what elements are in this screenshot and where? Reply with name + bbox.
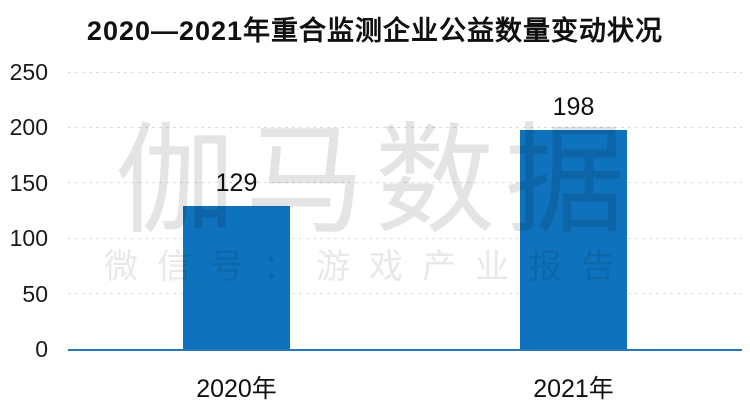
y-axis-tick-label: 200	[9, 114, 48, 141]
bar-2020年	[183, 206, 290, 349]
y-gridline	[68, 182, 742, 184]
y-axis-tick-label: 100	[9, 225, 48, 252]
y-axis-tick-label: 150	[9, 169, 48, 196]
y-axis-tick-label: 50	[22, 280, 48, 307]
y-gridline	[68, 237, 742, 239]
x-axis-category-label: 2020年	[196, 375, 277, 403]
chart-title: 2020—2021年重合监测企业公益数量变动状况	[86, 16, 664, 46]
x-axis-category-label: 2021年	[533, 375, 614, 403]
y-gridline	[68, 293, 742, 295]
bar-2021年	[520, 129, 627, 349]
bar-value-label: 198	[552, 92, 595, 121]
bar-value-label: 129	[215, 169, 258, 198]
y-gridline	[68, 71, 742, 73]
x-axis-line	[68, 349, 742, 351]
y-axis-tick-label: 250	[9, 59, 48, 85]
y-axis-tick-label: 0	[35, 336, 48, 362]
y-gridline	[68, 126, 742, 128]
